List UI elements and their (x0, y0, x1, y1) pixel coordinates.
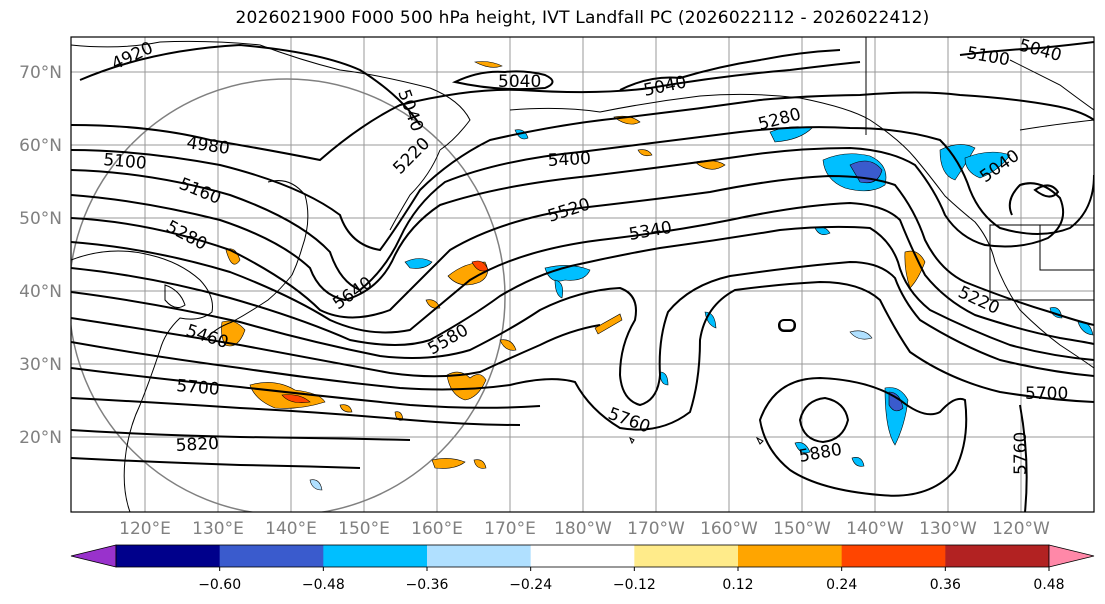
lat-label: 50°N (19, 209, 62, 229)
lon-label: 150°E (338, 519, 390, 539)
colorbar-segment (841, 545, 946, 567)
height-contours (71, 41, 1094, 512)
coastlines (71, 37, 1094, 512)
lon-label: 170°E (484, 519, 536, 539)
colorbar-segment (530, 545, 635, 567)
lat-label: 30°N (19, 355, 62, 375)
contour-label: 5400 (547, 149, 591, 171)
lon-label: 160°W (700, 519, 758, 539)
contour-label: 5700 (1025, 384, 1068, 404)
colorbar-extend-right (1048, 544, 1095, 568)
colorbar-tick-label: 0.36 (930, 577, 961, 593)
colorbar-ticks: −0.60 −0.48 −0.36 −0.24 −0.12 0.12 0.24 0.36 0.4… (198, 567, 1065, 593)
colorbar: −0.60 −0.48 −0.36 −0.24 −0.12 0.12 0.24 0.36 0.4… (70, 544, 1095, 593)
landfall-circle (71, 78, 506, 512)
colorbar-segment (427, 545, 532, 567)
colorbar-tick-label: 0.24 (826, 577, 857, 593)
lon-label: 150°W (773, 519, 831, 539)
colorbar-segment (219, 545, 324, 567)
lat-label: 20°N (19, 428, 62, 448)
contour-label: 5700 (176, 376, 221, 400)
colorbar-tick-label: −0.36 (406, 577, 449, 593)
longitude-labels: 120°E 130°E 140°E 150°E 160°E 170°E 180°… (119, 519, 1050, 539)
colorbar-segments (115, 544, 1050, 568)
lon-label: 170°W (627, 519, 685, 539)
colorbar-tick-label: −0.12 (613, 577, 656, 593)
colorbar-extend-left (70, 544, 117, 568)
colorbar-segment (945, 545, 1050, 567)
contour-label: 5040 (498, 72, 541, 92)
colorbar-tick-label: −0.60 (198, 577, 241, 593)
lat-label: 40°N (19, 282, 62, 302)
lon-label: 130°W (919, 519, 977, 539)
lat-label: 60°N (19, 136, 62, 156)
lon-label: 130°E (192, 519, 244, 539)
lon-label: 140°W (846, 519, 904, 539)
lon-label: 140°E (265, 519, 317, 539)
lon-label: 120°E (119, 519, 171, 539)
graticule (71, 37, 1094, 512)
colorbar-tick-label: 0.48 (1033, 577, 1064, 593)
lon-label: 160°E (411, 519, 463, 539)
colorbar-segment (323, 545, 428, 567)
contour-label: 5820 (175, 434, 219, 456)
colorbar-tick-label: 0.12 (722, 577, 753, 593)
map-title: 2026021900 F000 500 hPa height, IVT Land… (235, 8, 930, 28)
lon-label: 180°W (554, 519, 612, 539)
colorbar-tick-label: −0.24 (509, 577, 552, 593)
contour-label: 5100 (103, 150, 148, 174)
contour-label: 5760 (1011, 432, 1031, 475)
colorbar-tick-label: −0.48 (302, 577, 345, 593)
map-frame (70, 36, 1095, 513)
lon-label: 120°W (992, 519, 1050, 539)
latitude-labels: 70°N 60°N 50°N 40°N 30°N 20°N (19, 63, 62, 448)
colorbar-segment (634, 545, 739, 567)
colorbar-segment (116, 545, 221, 567)
colorbar-segment (738, 545, 843, 567)
lat-label: 70°N (19, 63, 62, 83)
